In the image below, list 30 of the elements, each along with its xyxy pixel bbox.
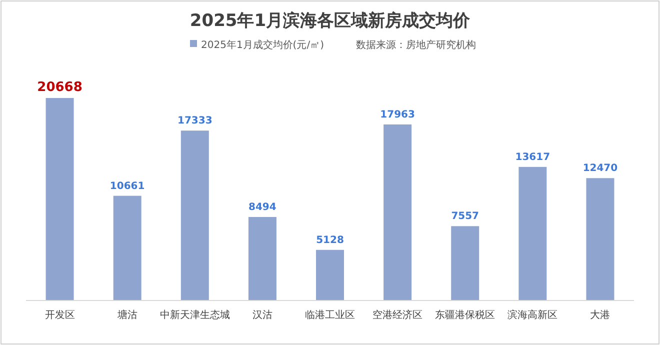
bar: [518, 166, 547, 300]
data-label: 8494: [248, 202, 276, 213]
bar: [451, 226, 480, 300]
x-tick-label: 大港: [590, 309, 610, 321]
bar: [180, 130, 209, 300]
chart-title: 2025年1月滨海各区域新房成交均价: [190, 11, 472, 31]
x-tick-label: 滨海高新区: [508, 309, 558, 321]
x-tick-label: 空港经济区: [372, 309, 423, 321]
bar: [46, 98, 74, 300]
legend-label: 2025年1月成交均价(元/㎡): [201, 39, 324, 51]
data-label: 12470: [582, 163, 618, 174]
x-tick-label: 中新天津生态城: [160, 309, 230, 321]
data-label: 13617: [515, 152, 550, 163]
data-label: 5128: [316, 234, 344, 246]
x-tick-label: 东疆港保税区: [435, 309, 496, 321]
data-label: 17333: [177, 116, 212, 127]
data-label: 10661: [110, 180, 145, 192]
source-note: 数据来源：房地产研究机构: [356, 39, 476, 51]
bar: [586, 178, 614, 300]
data-label: 7557: [451, 211, 480, 222]
data-label: 20668: [37, 80, 82, 95]
x-tick-label: 汉沽: [252, 309, 272, 321]
x-tick-label: 临港工业区: [305, 309, 355, 321]
x-tick-label: 塘沽: [116, 309, 138, 321]
x-tick-label: 开发区: [44, 310, 75, 321]
bar: [384, 124, 412, 300]
data-label: 17963: [380, 109, 415, 120]
bar: [316, 250, 344, 300]
bar: [248, 216, 276, 300]
bar: [113, 196, 142, 300]
